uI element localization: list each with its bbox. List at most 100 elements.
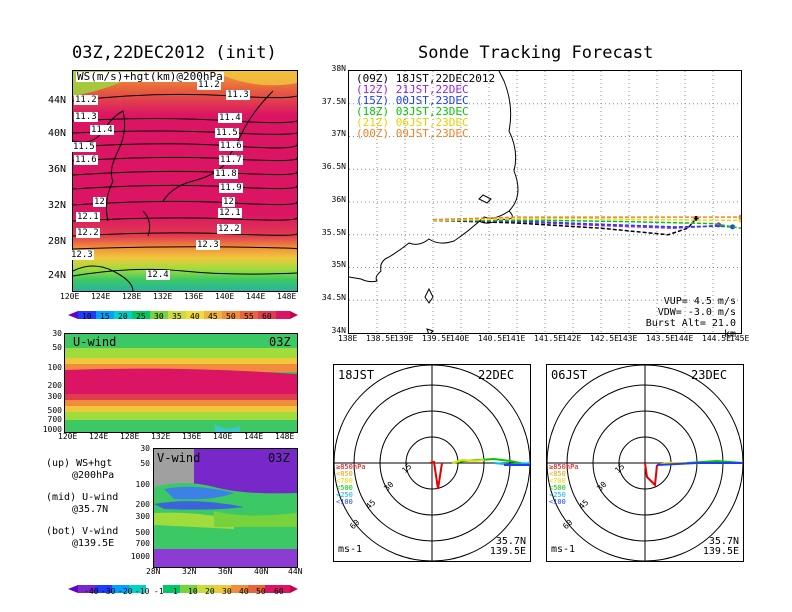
param-vdw: VDW= -3.0 m/s (657, 307, 736, 318)
lon-tick: 124E (89, 432, 109, 441)
hgt-label: 12 (222, 197, 235, 207)
hgt-label: 12.2 (217, 224, 241, 234)
p-tick: 1000 (130, 552, 150, 561)
launch-utc: (00Z) (356, 127, 390, 140)
panel-legend: (up) WS+hgt @200hPa (mid) U-wind @35.7N … (46, 458, 146, 550)
cb-tick: 60 (274, 587, 284, 596)
launch-entry: (21Z) 06JST,23DEC (356, 117, 495, 128)
lat-tick: 34N (331, 326, 346, 335)
lat-tick: 36N (218, 567, 233, 576)
v-p-axis: 30 50 100 200 300 500 700 1000 (116, 444, 150, 568)
lon-tick: 120E (58, 432, 78, 441)
lon-axis: 120E 124E 128E 132E 136E 140E 144E 148E (60, 292, 308, 304)
lon-tick: 139.5E (422, 334, 451, 343)
level-legend-left: ≥850hPa <850 <700 <500 <250 <100 (336, 464, 366, 506)
cb-tick: 35 (172, 312, 182, 321)
lat-tick: 36N (331, 195, 346, 204)
p-tick: 50 (140, 459, 150, 468)
lon-tick: 132E (153, 292, 173, 301)
u-wind-section (64, 333, 298, 433)
polar-right-date: 23DEC (691, 368, 728, 382)
p-tick: 30 (140, 444, 150, 453)
cb-tick: 30 (222, 587, 232, 596)
left-title: 03Z,22DEC2012 (init) (72, 43, 277, 63)
lat-tick: 44N (288, 567, 303, 576)
p-tick: 100 (135, 480, 150, 489)
hgt-label: 12.3 (70, 250, 94, 260)
polar-right-lon: 139.5E (702, 546, 739, 557)
p-tick: 700 (135, 539, 150, 548)
sonde-params: VUP= 4.5 m/s VDW= -3.0 m/s Burst Alt= 21… (632, 296, 736, 340)
track-series-2 (432, 219, 733, 228)
p-tick: 30 (52, 329, 62, 338)
hgt-label: 12.2 (76, 228, 100, 238)
lat-tick: 34.5N (321, 293, 346, 302)
lon-tick: 138E (338, 334, 358, 343)
lat-tick: 28N (48, 236, 67, 247)
launch-jst: 21JST,22DEC (395, 83, 469, 96)
hgt-label: 11.5 (215, 128, 239, 138)
lon-tick: 142E (562, 334, 582, 343)
lat-tick: 32N (182, 567, 197, 576)
level-legend-item: <250 (336, 491, 353, 499)
cb-tick: -10 (135, 587, 150, 596)
lat-tick: 35N (331, 260, 346, 269)
cb-tick: -20 (118, 587, 133, 596)
track-series-0 (432, 217, 697, 236)
launch-jst: 00JST,23DEC (395, 94, 469, 107)
launch-entry: (18Z) 03JST,23DEC (356, 106, 495, 117)
polar-left-unit: ms-1 (338, 544, 363, 555)
lat-tick: 37N (331, 129, 346, 138)
cb-tick: 50 (256, 587, 266, 596)
polar-right-lat: 35.7N (708, 536, 739, 547)
polar-plot-left (333, 364, 531, 562)
u-wind-title: U-wind (73, 335, 117, 349)
legend-line-b: @35.7N (72, 504, 109, 515)
cb-tick: -40 (84, 587, 99, 596)
launch-entry: (15Z) 00JST,23DEC (356, 95, 495, 106)
hgt-label: 12.3 (196, 240, 220, 250)
p-tick: 1000 (42, 425, 62, 434)
lon-tick: 128E (122, 292, 142, 301)
hgt-label: 12.4 (146, 270, 170, 280)
launch-entry: (09Z) 18JST,22DEC2012 (356, 73, 495, 84)
level-legend-item: <700 (549, 477, 566, 485)
lon-tick: 124E (91, 292, 111, 301)
lat-tick: 36.5N (321, 162, 346, 171)
cb-tick: 10 (82, 312, 92, 321)
ws-hgt-map (72, 70, 298, 292)
lon-tick: 144E (244, 432, 264, 441)
launch-jst: 06JST,23DEC (395, 116, 469, 129)
lon-tick: 140E (213, 432, 233, 441)
p-tick: 700 (47, 415, 62, 424)
lat-tick: 40N (48, 128, 67, 139)
lon-tick: 142.5E (590, 334, 619, 343)
lon-tick: 145E (730, 334, 750, 343)
hgt-label: 11.3 (74, 112, 98, 122)
legend-line-a: (bot) V-wind (46, 526, 119, 537)
ws-colorbar (68, 304, 298, 319)
hgt-label: 11.4 (218, 113, 242, 123)
polar-left-date: 22DEC (478, 368, 515, 382)
level-legend-item: <700 (336, 477, 353, 485)
lat-tick: 37.5N (321, 97, 346, 106)
param-burst: Burst Alt= 21.0 km (645, 318, 736, 340)
lon-tick: 120E (60, 292, 80, 301)
lon-tick: 140E (450, 334, 470, 343)
lon-tick: 143.5E (646, 334, 675, 343)
launch-utc: (18Z) (356, 105, 390, 118)
launch-entry: (00Z) 09JST,23DEC (356, 128, 495, 139)
cb-tick: 25 (136, 312, 146, 321)
v-wind-time: 03Z (268, 451, 290, 465)
launch-utc: (12Z) (356, 83, 390, 96)
level-legend-item: <500 (549, 484, 566, 492)
track-landing-point (730, 224, 736, 230)
launch-utc: (15Z) (356, 94, 390, 107)
cb-tick: 40 (239, 587, 249, 596)
lon-tick: 141E (506, 334, 526, 343)
cb-tick: 20 (118, 312, 128, 321)
hgt-label: 11.4 (90, 125, 114, 135)
hgt-label: 11.9 (219, 183, 243, 193)
v-wind-title: V-wind (157, 451, 201, 465)
param-vup: VUP= 4.5 m/s (663, 296, 736, 307)
